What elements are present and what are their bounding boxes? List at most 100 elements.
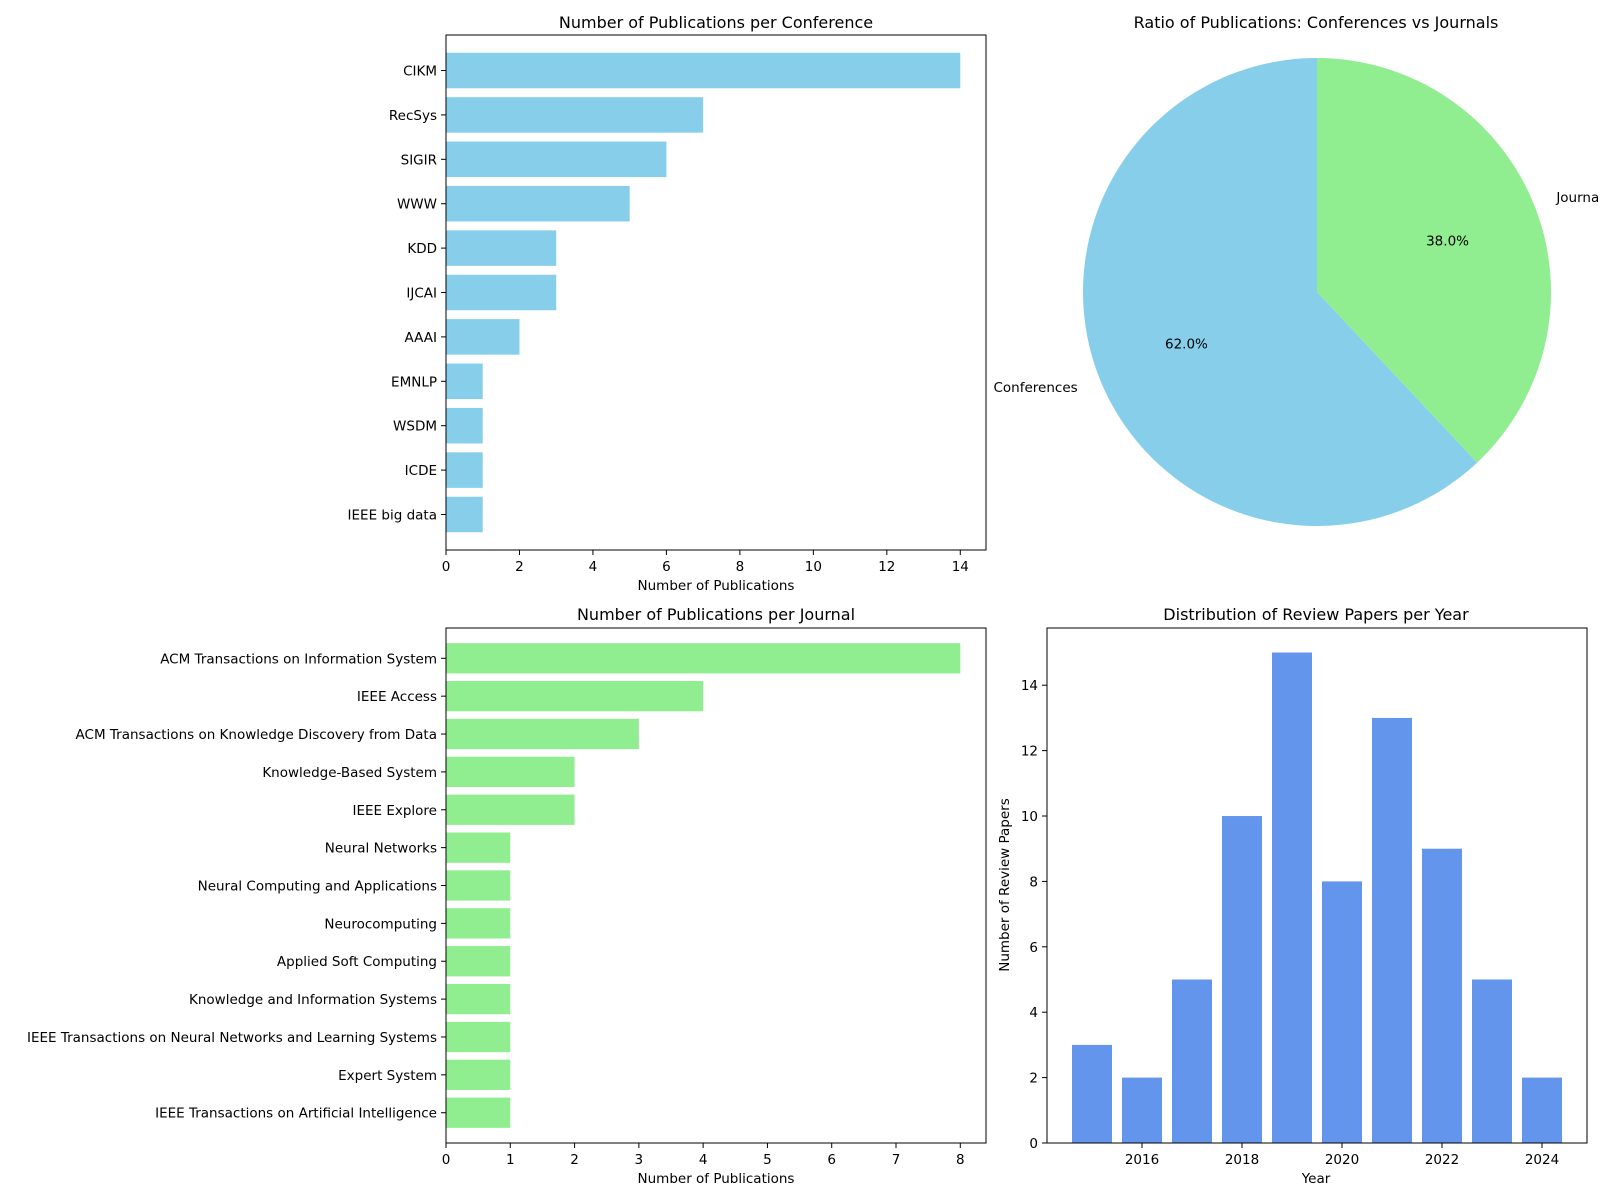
conf-y-tick-label: IEEE big data — [348, 507, 437, 523]
conf-x-tick-label: 6 — [662, 559, 671, 575]
year-bar — [1372, 717, 1412, 1143]
conf-y-tick-label: ICDE — [405, 463, 437, 479]
year-y-tick-label: 12 — [1021, 744, 1038, 760]
year-y-tick-label: 2 — [1029, 1071, 1038, 1087]
jour-y-tick-label: Neural Computing and Applications — [198, 879, 437, 895]
jour-bar — [446, 681, 704, 712]
conf-y-tick-label: CIKM — [403, 64, 437, 80]
year-plot-frame — [1046, 627, 1588, 1144]
jour-bar — [446, 756, 575, 788]
conf-bar — [446, 230, 557, 266]
conf-x-tick-label: 14 — [952, 559, 969, 575]
year-bar — [1522, 1077, 1562, 1143]
conf-y-tick-label: EMNLP — [391, 374, 437, 390]
jour-y-tick-label: IEEE Access — [357, 689, 437, 705]
year-bar — [1322, 881, 1362, 1143]
pie-slices — [1083, 58, 1552, 527]
jour-y-tick-label: Expert System — [338, 1068, 437, 1084]
year-bar — [1172, 979, 1212, 1143]
year-y-tick-label: 0 — [1029, 1136, 1038, 1152]
conf-x-tick-label: 8 — [736, 559, 745, 575]
conf-bar — [446, 141, 667, 178]
jour-bar — [446, 794, 575, 825]
year-bar — [1422, 848, 1462, 1143]
jour-bar — [446, 832, 511, 863]
jour-y-tick-label: Neural Networks — [325, 841, 437, 857]
journal-bars — [446, 643, 961, 1128]
pie-labels: Conferences 62.0% Journals 38.0% — [993, 190, 1600, 396]
jour-y-tick-label: Knowledge-Based System — [262, 765, 437, 781]
year-x-tick-label: 2022 — [1425, 1152, 1459, 1168]
conf-bar — [446, 496, 483, 533]
year-chart-title: Distribution of Review Papers per Year — [1163, 605, 1469, 624]
conf-y-tick-label: AAAI — [405, 330, 437, 346]
year-bar — [1472, 979, 1512, 1143]
conference-chart-title: Number of Publications per Conference — [559, 13, 873, 32]
pie-label: Conferences — [993, 380, 1077, 396]
conf-bar — [446, 274, 557, 311]
jour-y-tick-label: Knowledge and Information Systems — [189, 992, 437, 1008]
conf-bar — [446, 97, 704, 133]
jour-y-tick-label: Applied Soft Computing — [277, 954, 437, 970]
jour-x-tick-label: 1 — [506, 1152, 515, 1168]
journal-x-label: Number of Publications — [638, 1171, 795, 1187]
conference-chart: Number of Publications per Conference CI… — [348, 13, 987, 594]
jour-bar — [446, 643, 961, 674]
year-bar — [1272, 652, 1312, 1143]
conf-x-tick-label: 0 — [442, 559, 451, 575]
ratio-chart: Ratio of Publications: Conferences vs Jo… — [993, 13, 1600, 527]
jour-x-tick-label: 5 — [763, 1152, 772, 1168]
jour-bar — [446, 1097, 511, 1128]
journal-x-ticks: 0 1 2 3 4 5 6 7 8 — [442, 1143, 965, 1168]
jour-bar — [446, 908, 511, 939]
conf-x-tick-label: 4 — [589, 559, 598, 575]
year-bars — [1072, 652, 1562, 1143]
conf-bar — [446, 52, 961, 89]
year-x-label: Year — [1301, 1171, 1331, 1187]
conf-x-tick-label: 2 — [515, 559, 524, 575]
year-x-tick-label: 2016 — [1125, 1152, 1159, 1168]
conf-y-tick-label: SIGIR — [401, 152, 437, 168]
jour-x-tick-label: 3 — [635, 1152, 644, 1168]
conf-y-tick-label: WWW — [397, 197, 437, 213]
year-x-ticks: 2016 2018 2020 2022 2024 — [1125, 1143, 1559, 1168]
jour-x-tick-label: 8 — [956, 1152, 965, 1168]
conf-bar — [446, 452, 483, 488]
conf-y-tick-label: KDD — [407, 241, 437, 257]
conf-y-tick-label: RecSys — [389, 108, 437, 124]
jour-x-tick-label: 4 — [699, 1152, 708, 1168]
jour-bar — [446, 718, 639, 750]
jour-x-tick-label: 0 — [442, 1152, 451, 1168]
conference-y-ticks: CIKM RecSys SIGIR WWW KDD IJCAI AAAI EMNLP WSDM I… — [348, 64, 446, 523]
journal-y-ticks: ACM Transactions on Information System IE… — [27, 651, 446, 1122]
conf-bar — [446, 319, 520, 355]
journal-chart: Number of Publications per Journal ACM T… — [27, 605, 987, 1187]
conf-bar — [446, 363, 483, 400]
pie-pct-label: 62.0% — [1165, 337, 1208, 353]
jour-y-tick-label: IEEE Explore — [352, 803, 437, 819]
conf-y-tick-label: IJCAI — [406, 286, 437, 302]
jour-x-tick-label: 7 — [892, 1152, 901, 1168]
jour-bar — [446, 1059, 511, 1090]
pie-label: Journals — [1555, 190, 1600, 206]
jour-y-tick-label: Neurocomputing — [324, 916, 437, 932]
year-chart: Distribution of Review Papers per Year 2… — [997, 605, 1588, 1187]
year-bar — [1222, 816, 1262, 1143]
pie-slice — [1317, 58, 1552, 463]
jour-y-tick-label: IEEE Transactions on Artificial Intellig… — [155, 1106, 437, 1122]
year-y-tick-label: 8 — [1029, 874, 1038, 890]
year-y-label: Number of Review Papers — [997, 798, 1013, 972]
jour-bar — [446, 870, 511, 901]
year-x-tick-label: 2020 — [1325, 1152, 1359, 1168]
jour-y-tick-label: IEEE Transactions on Neural Networks and… — [27, 1030, 437, 1046]
conf-bar — [446, 407, 483, 444]
year-y-tick-label: 10 — [1021, 809, 1038, 825]
year-y-tick-label: 6 — [1029, 940, 1038, 956]
ratio-chart-title: Ratio of Publications: Conferences vs Jo… — [1134, 13, 1499, 32]
jour-bar — [446, 946, 511, 977]
jour-x-tick-label: 6 — [827, 1152, 836, 1168]
year-y-tick-label: 4 — [1029, 1005, 1038, 1021]
conf-bar — [446, 185, 630, 222]
pie-pct-label: 38.0% — [1426, 233, 1469, 249]
conference-bars — [446, 52, 961, 533]
